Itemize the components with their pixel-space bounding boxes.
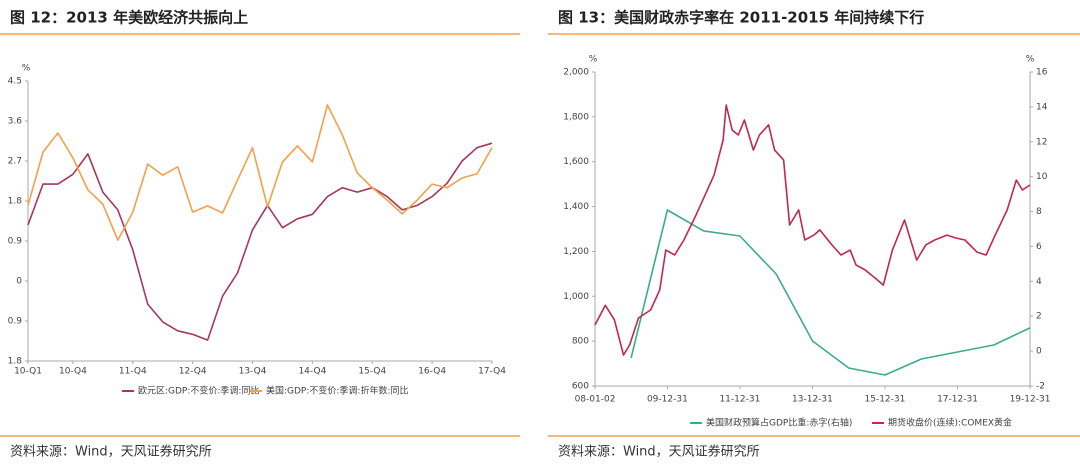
series-line xyxy=(630,209,1031,376)
series-line xyxy=(27,142,493,341)
y-tick-label: 4.5 xyxy=(8,77,22,87)
chart-title: 图 13：美国财政赤字率在 2011-2015 年间持续下行 xyxy=(558,9,924,27)
y2-tick-label: 16 xyxy=(1036,68,1048,78)
x-tick-label: 08-01-02 xyxy=(575,395,616,405)
y2-tick-label: 12 xyxy=(1036,137,1047,147)
y2-tick-label: 6 xyxy=(1036,242,1042,252)
y-tick-label: 1,400 xyxy=(563,202,589,212)
x-tick-label: 12-Q4 xyxy=(179,367,207,377)
y2-tick-label: 14 xyxy=(1036,102,1048,112)
y-tick-label: 0 xyxy=(16,277,22,287)
y-axis-unit: % xyxy=(22,64,31,74)
y2-tick-label: 10 xyxy=(1036,172,1048,182)
source: 资料来源：Wind，天风证券研究所 xyxy=(10,444,212,460)
x-tick-label: 10-Q1 xyxy=(14,367,42,377)
x-tick-label: 19-12-31 xyxy=(1010,395,1051,405)
x-tick-label: 17-12-31 xyxy=(937,395,978,405)
y-tick-label: 3.6 xyxy=(8,117,23,127)
y-tick-label: 1,200 xyxy=(563,247,589,257)
y-tick-label: 2,000 xyxy=(563,68,589,78)
legend-label: 美国:GDP:不变价:季调:折年数:同比 xyxy=(266,385,409,397)
y2-tick-label: 2 xyxy=(1036,312,1042,322)
x-tick-label: 17-Q4 xyxy=(478,367,506,377)
chart-title: 图 12：2013 年美欧经济共振向上 xyxy=(10,9,248,27)
y2-axis-unit: % xyxy=(1026,55,1035,65)
y-tick-label: 1.8 xyxy=(8,197,23,207)
x-tick-label: 11-Q4 xyxy=(119,367,147,377)
y-axis-unit: % xyxy=(589,55,598,65)
y-tick-label: 1,800 xyxy=(563,112,589,122)
y-tick-label: 1.8 xyxy=(8,357,23,367)
y-tick-label: 1,600 xyxy=(563,157,589,167)
y2-tick-label: 8 xyxy=(1036,207,1042,217)
source: 资料来源：Wind，天风证券研究所 xyxy=(558,444,760,460)
legend-label: 美国财政预算占GDP比重:赤字(右轴) xyxy=(706,417,852,429)
series-line xyxy=(27,104,493,241)
y-tick-label: 600 xyxy=(572,382,589,392)
legend-label: 欧元区:GDP:不变价:季调:同比 xyxy=(138,385,259,397)
y-tick-label: 0.9 xyxy=(8,237,23,247)
x-tick-label: 10-Q4 xyxy=(59,367,87,377)
x-tick-label: 14-Q4 xyxy=(298,367,326,377)
x-tick-label: 09-12-31 xyxy=(647,395,688,405)
x-tick-label: 15-12-31 xyxy=(865,395,906,405)
legend-label: 期货收盘价(连续):COMEX黄金 xyxy=(888,417,1012,429)
y2-tick-label: 4 xyxy=(1036,277,1042,287)
y-tick-label: 0.9 xyxy=(8,317,23,327)
x-tick-label: 13-Q4 xyxy=(239,367,267,377)
y2-tick-label: 0 xyxy=(1036,347,1042,357)
x-tick-label: 15-Q4 xyxy=(358,367,386,377)
y2-tick-label: -2 xyxy=(1036,382,1045,392)
y-tick-label: 2.7 xyxy=(8,157,22,167)
x-tick-label: 13-12-31 xyxy=(792,395,833,405)
y-tick-label: 1,000 xyxy=(563,292,589,302)
series-line xyxy=(594,104,1031,356)
y-tick-label: 800 xyxy=(572,337,589,347)
x-tick-label: 16-Q4 xyxy=(418,367,446,377)
x-tick-label: 11-12-31 xyxy=(719,395,760,405)
